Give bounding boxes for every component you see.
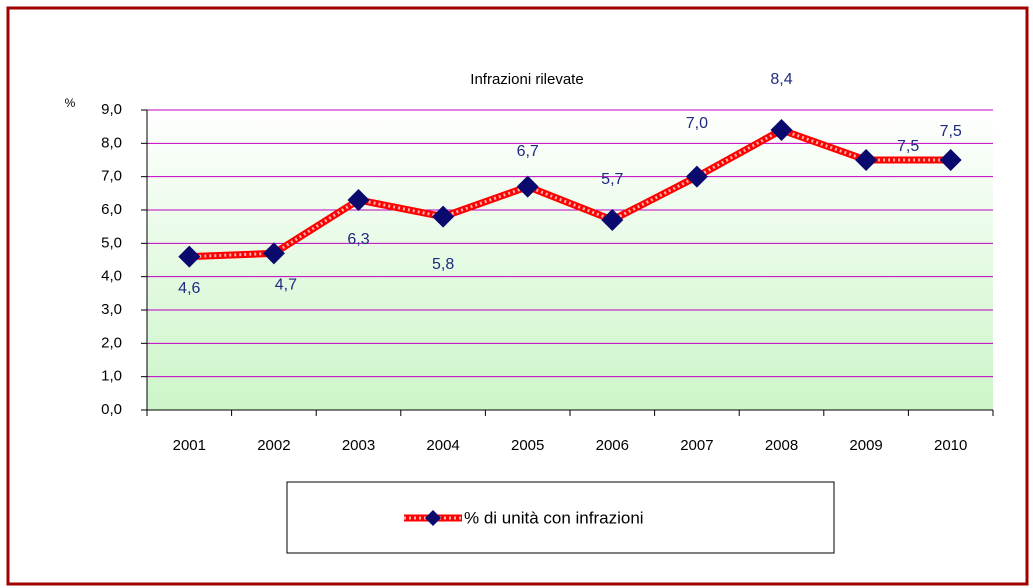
x-tick-label: 2007 (680, 437, 713, 454)
marker (347, 189, 370, 211)
x-tick-label: 2009 (849, 437, 882, 454)
plot-area (147, 110, 993, 410)
data-label: 7,5 (940, 123, 962, 140)
series-line (189, 128, 951, 259)
chart-title: Infrazioni rilevate (470, 71, 583, 88)
marker (178, 245, 201, 268)
y-tick-label: 3,0 (101, 301, 122, 318)
y-tick-label: 9,0 (101, 101, 122, 118)
y-axis-label: % (65, 96, 76, 110)
y-tick-label: 7,0 (101, 168, 122, 185)
x-tick-label: 2001 (173, 437, 206, 454)
data-label: 7,5 (897, 138, 919, 155)
marker (939, 149, 962, 171)
y-tick-label: 5,0 (101, 234, 122, 251)
marker (432, 205, 455, 228)
marker (262, 242, 285, 265)
x-tick-label: 2006 (596, 437, 629, 454)
data-label: 8,4 (770, 71, 792, 88)
data-label: 5,8 (432, 256, 454, 273)
x-tick-label: 2008 (765, 437, 798, 454)
x-tick-label: 2005 (511, 437, 544, 454)
x-tick-label: 2002 (257, 437, 290, 454)
x-tick-label: 2010 (934, 437, 967, 454)
data-label: 7,0 (686, 115, 708, 132)
marker (855, 149, 878, 171)
marker (770, 119, 793, 141)
y-tick-label: 2,0 (101, 334, 122, 351)
data-label: 5,7 (601, 171, 623, 188)
y-tick-label: 4,0 (101, 268, 122, 285)
data-label: 6,3 (347, 231, 369, 248)
x-tick-label: 2003 (342, 437, 375, 454)
data-label: 4,7 (275, 277, 297, 294)
y-tick-label: 6,0 (101, 201, 122, 218)
data-label: 6,7 (517, 143, 539, 160)
legend-marker (425, 510, 441, 526)
y-tick-label: 0,0 (101, 401, 122, 418)
y-tick-label: 8,0 (101, 134, 122, 151)
marker (685, 165, 708, 188)
y-tick-label: 1,0 (101, 368, 122, 385)
marker (601, 209, 624, 231)
data-label: 4,6 (178, 280, 200, 297)
legend-label: % di unità con infrazioni (464, 508, 644, 527)
marker (516, 175, 539, 198)
legend (286, 481, 835, 554)
x-tick-label: 2004 (426, 437, 459, 454)
